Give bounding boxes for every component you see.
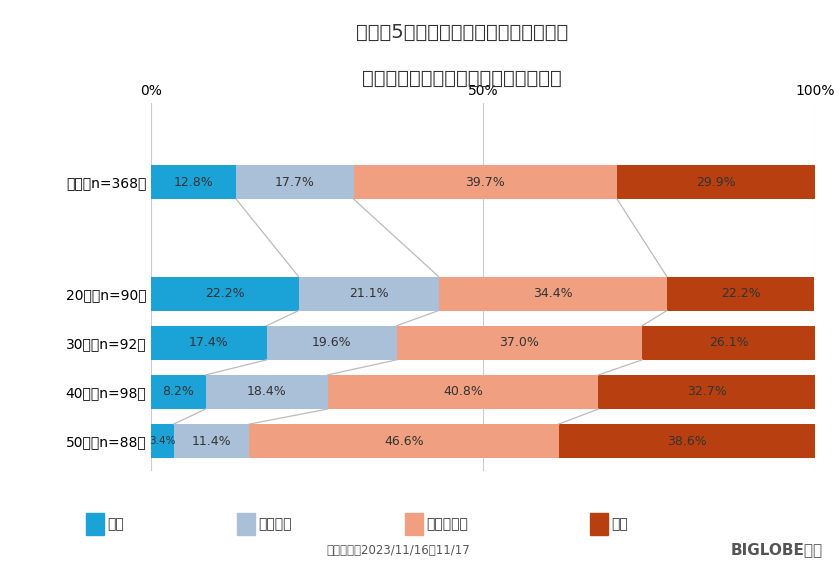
Text: 26.1%: 26.1% xyxy=(709,336,748,349)
Text: 40.8%: 40.8% xyxy=(444,386,483,398)
Bar xyxy=(151,424,174,458)
Text: 38.6%: 38.6% xyxy=(667,435,706,448)
Bar xyxy=(151,325,266,360)
Text: 19.6%: 19.6% xyxy=(312,336,351,349)
Bar xyxy=(559,424,815,458)
Bar xyxy=(598,375,816,409)
Text: ある: ある xyxy=(108,517,124,531)
Bar xyxy=(328,375,598,409)
Text: 39.7%: 39.7% xyxy=(465,176,505,188)
Text: 22.2%: 22.2% xyxy=(205,287,244,300)
Bar xyxy=(266,325,396,360)
Text: 18.4%: 18.4% xyxy=(247,386,286,398)
Bar xyxy=(643,325,816,360)
Text: 37.0%: 37.0% xyxy=(500,336,539,349)
Text: 12.8%: 12.8% xyxy=(174,176,213,188)
Bar xyxy=(298,277,438,311)
Text: 8.2%: 8.2% xyxy=(162,386,194,398)
Text: 17.7%: 17.7% xyxy=(275,176,315,188)
Bar xyxy=(151,375,206,409)
Text: 22.2%: 22.2% xyxy=(721,287,760,300)
Bar xyxy=(617,165,816,199)
Bar xyxy=(667,277,814,311)
Bar xyxy=(236,165,354,199)
Bar xyxy=(396,325,643,360)
Text: 29.9%: 29.9% xyxy=(696,176,736,188)
Text: 大きく使いたいという気持ちがあるか: 大きく使いたいという気持ちがあるか xyxy=(362,69,562,88)
Bar xyxy=(174,424,249,458)
Bar xyxy=(151,165,236,199)
Text: ない: ない xyxy=(612,517,628,531)
Text: 調査期間：2023/11/16～11/17: 調査期間：2023/11/16～11/17 xyxy=(327,544,470,557)
Bar xyxy=(151,277,298,311)
Text: 3.4%: 3.4% xyxy=(150,436,176,446)
Bar xyxy=(249,424,559,458)
Bar xyxy=(354,165,617,199)
Text: あまりない: あまりない xyxy=(427,517,469,531)
Text: コロナ5類移行後、初の冬のボーナスを: コロナ5類移行後、初の冬のボーナスを xyxy=(356,23,568,42)
Text: 46.6%: 46.6% xyxy=(384,435,424,448)
Text: BIGLOBE調べ: BIGLOBE調べ xyxy=(731,542,823,557)
Text: 17.4%: 17.4% xyxy=(189,336,228,349)
Text: 32.7%: 32.7% xyxy=(687,386,727,398)
Bar xyxy=(438,277,667,311)
Text: 11.4%: 11.4% xyxy=(192,435,231,448)
Text: ややある: ややある xyxy=(259,517,292,531)
Text: 21.1%: 21.1% xyxy=(349,287,388,300)
Text: 34.4%: 34.4% xyxy=(533,287,573,300)
Bar xyxy=(206,375,328,409)
